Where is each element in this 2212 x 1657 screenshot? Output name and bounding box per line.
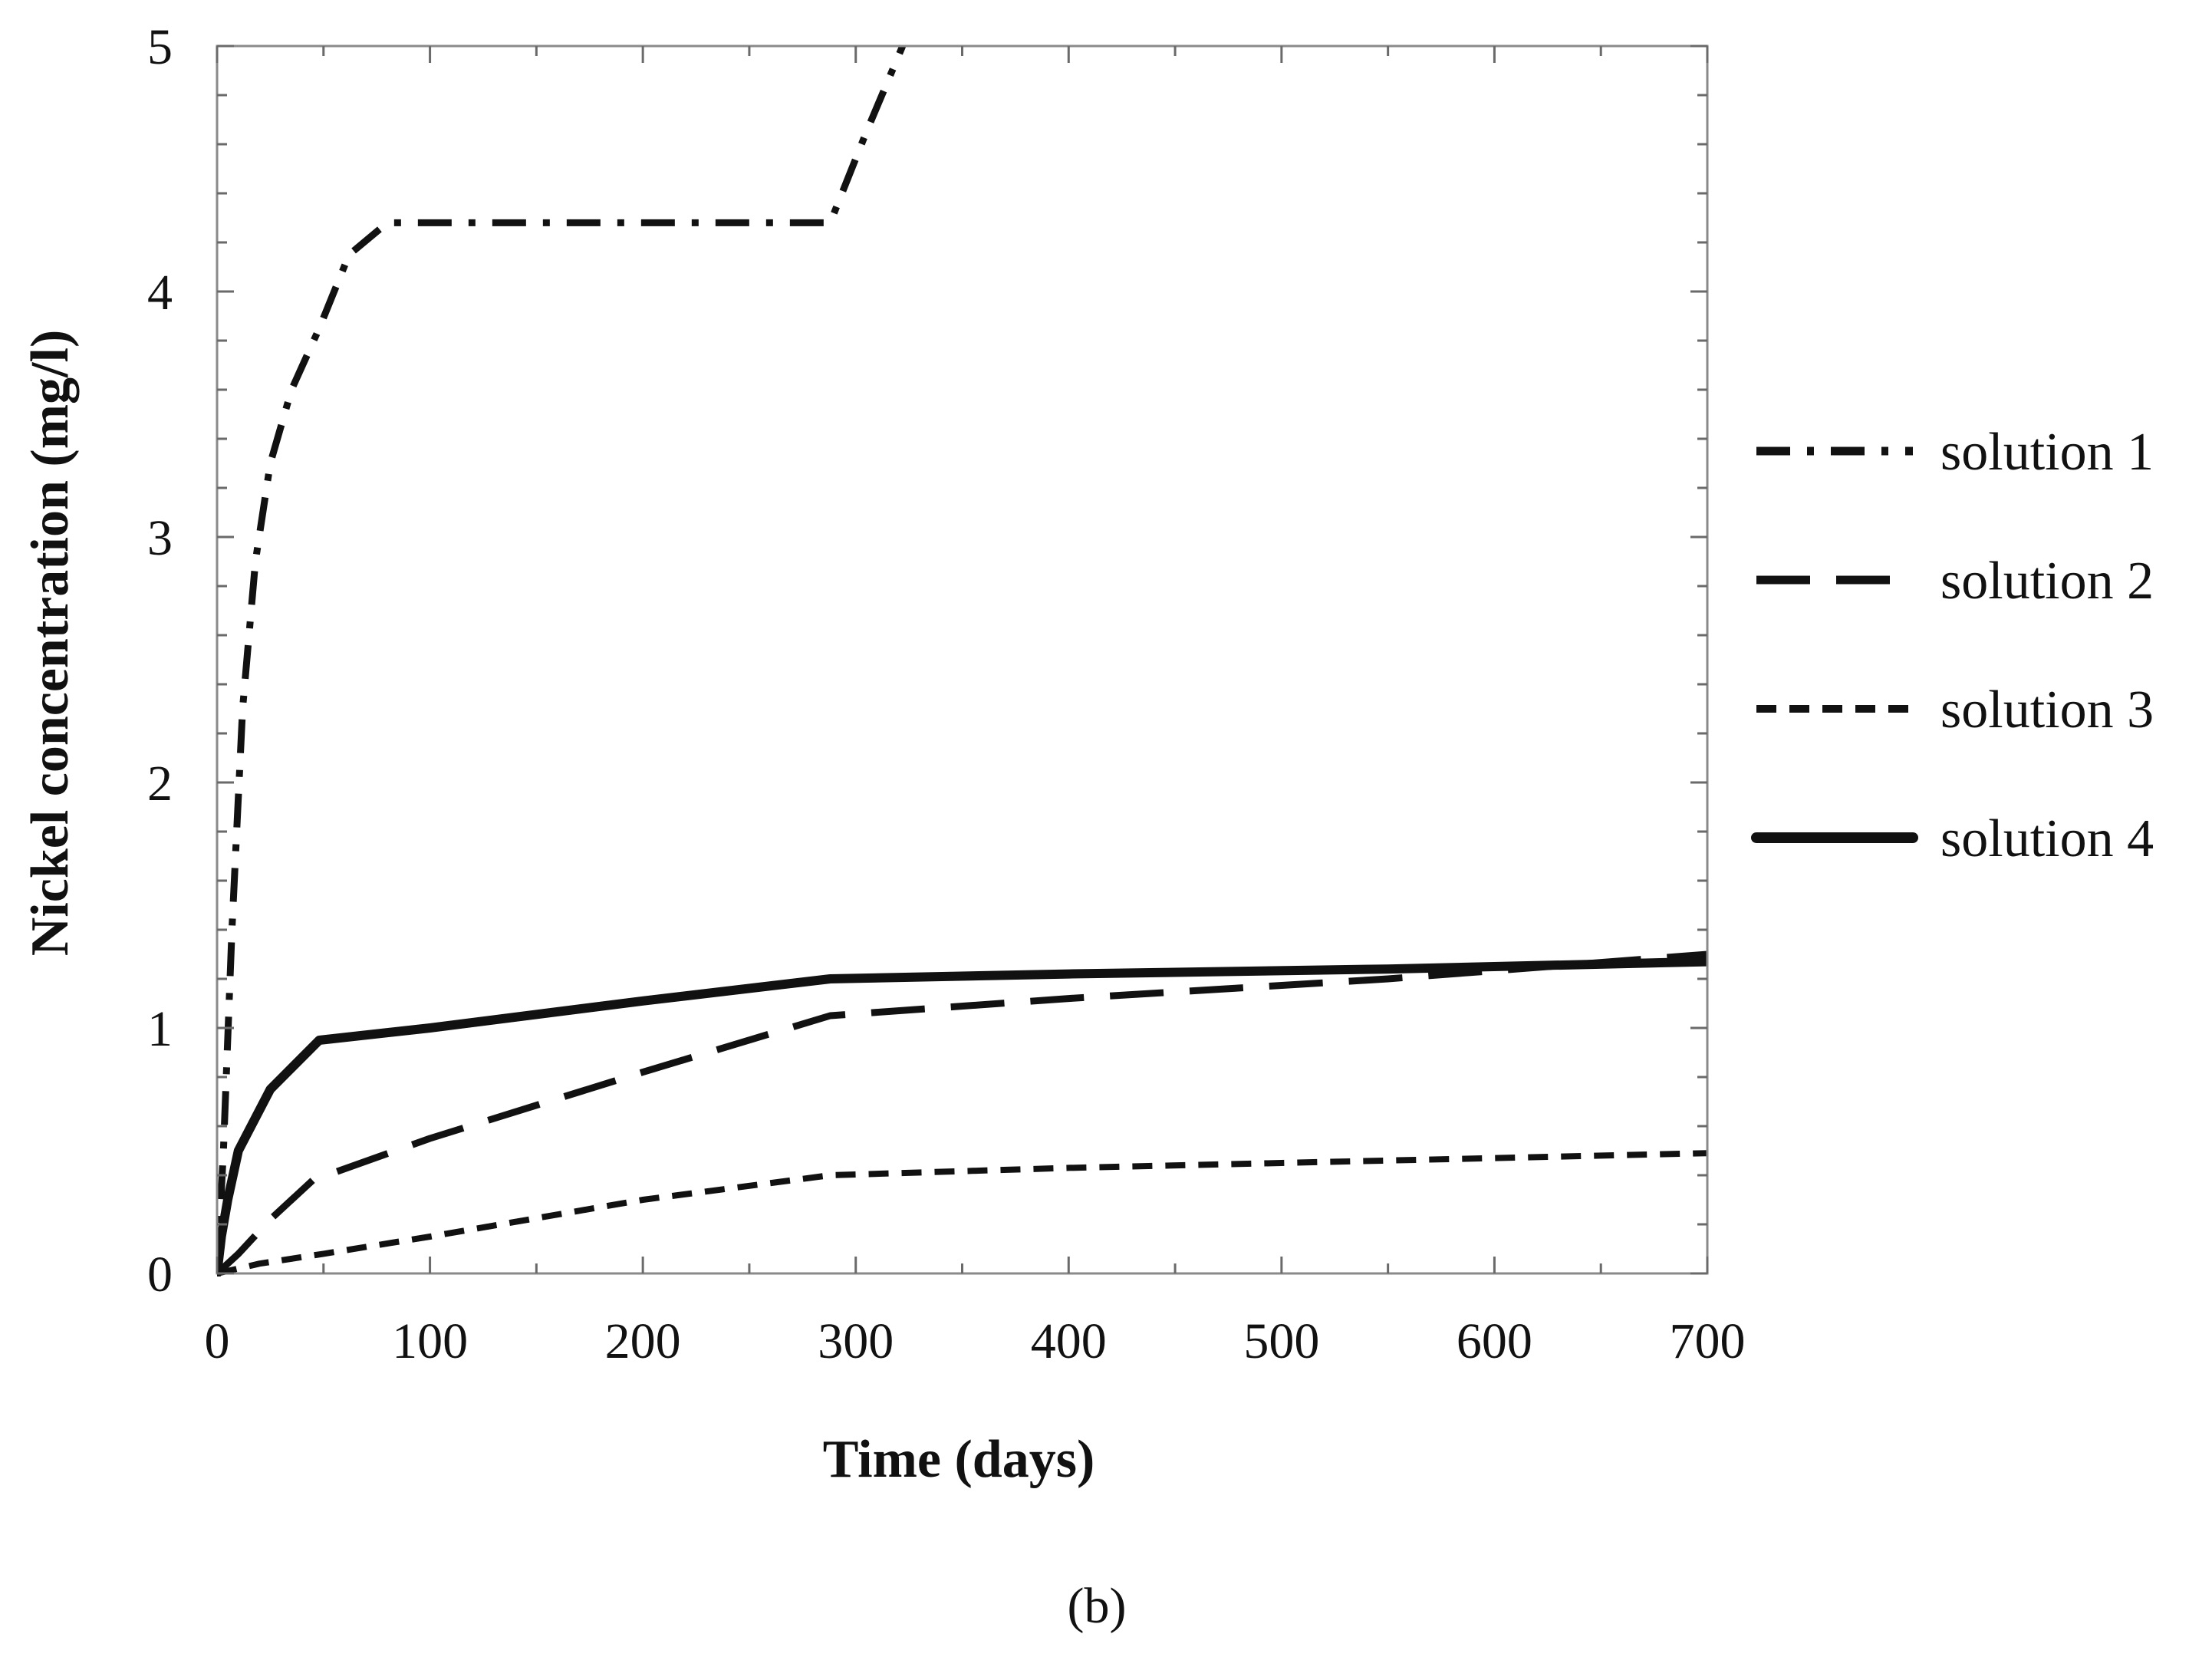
series-line-solution-3 xyxy=(217,1150,1707,1277)
y-tick-label: 3 xyxy=(147,510,173,566)
x-tick-label: 100 xyxy=(392,1313,468,1369)
plot-frame xyxy=(216,44,1709,1275)
x-tick-label: 300 xyxy=(818,1313,894,1369)
x-axis-title: Time (days) xyxy=(823,1430,1095,1489)
x-tick-label: 400 xyxy=(1031,1313,1107,1369)
series-line-solution-2 xyxy=(217,950,1707,1277)
series-layer xyxy=(217,44,1707,1277)
y-tick-label: 2 xyxy=(147,756,173,812)
legend-label-solution-4: solution 4 xyxy=(1940,809,2154,868)
figure-caption: (b) xyxy=(1068,1578,1127,1634)
axes-layer: 0 100 200 300 400 500 600 700 0 1 2 3 4 5 xyxy=(147,19,1746,1369)
x-tick-label: 0 xyxy=(205,1313,230,1369)
y-tick-label: 4 xyxy=(147,265,173,321)
y-tick-label: 5 xyxy=(147,19,173,75)
y-axis-title: Nickel concentration (mg/l) xyxy=(21,330,80,956)
legend-label-solution-2: solution 2 xyxy=(1940,552,2154,611)
x-tick-label: 200 xyxy=(605,1313,681,1369)
legend-label-solution-3: solution 3 xyxy=(1940,680,2154,740)
x-tick-label: 500 xyxy=(1243,1313,1319,1369)
x-tick-label: 700 xyxy=(1670,1313,1746,1369)
series-line-solution-4 xyxy=(217,957,1707,1277)
y-tick-label: 1 xyxy=(147,1001,173,1057)
legend-label-solution-1: solution 1 xyxy=(1940,423,2154,482)
y-tick-label: 0 xyxy=(147,1247,173,1303)
x-tick-label: 600 xyxy=(1457,1313,1532,1369)
series-group xyxy=(217,44,1707,1277)
legend: solution 1 solution 2 solution 3 solution 4 xyxy=(1751,423,2154,868)
series-line-solution-1 xyxy=(217,44,906,1274)
